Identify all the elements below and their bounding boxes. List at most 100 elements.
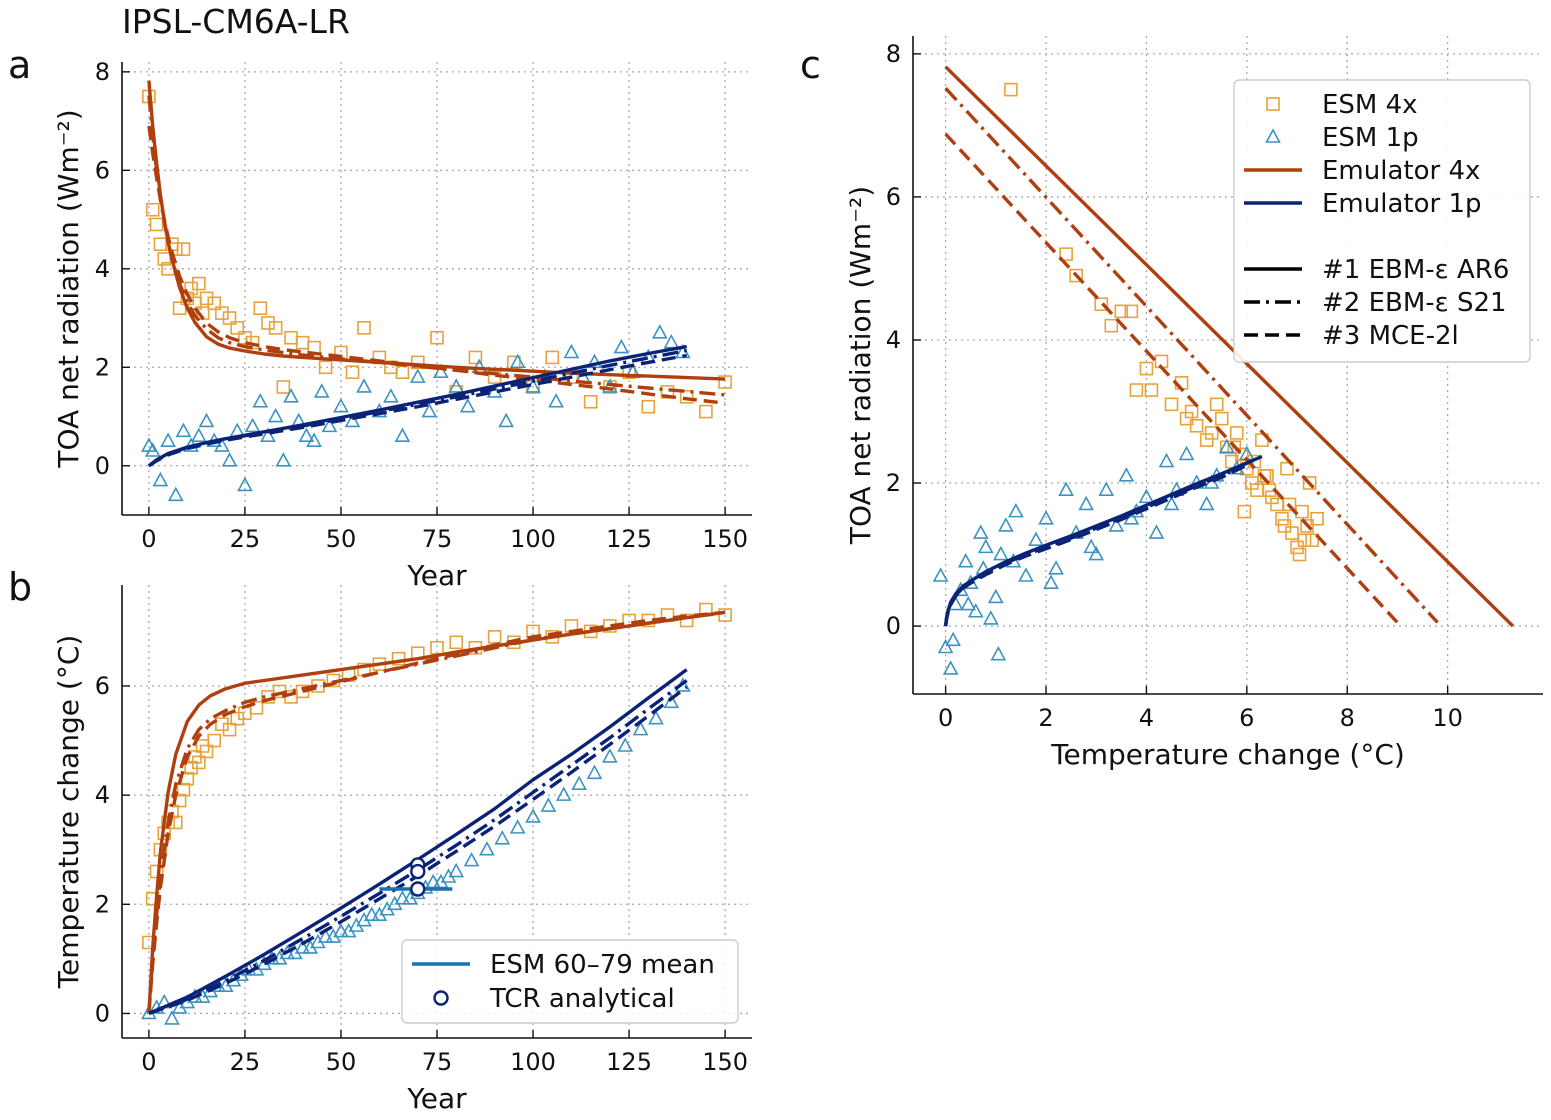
x-tick-label: 50	[326, 1048, 357, 1076]
esm-1p-point	[298, 427, 315, 443]
esm-1p-point	[1048, 560, 1064, 575]
y-tick-label: 4	[95, 781, 110, 809]
esm-4x-point	[192, 276, 206, 291]
esm-4x-point	[1004, 82, 1018, 97]
esm-1p-point	[987, 588, 1004, 604]
x-tick-label: 25	[230, 525, 261, 553]
emulator-line	[147, 353, 688, 468]
legend-label-tcr: TCR analytical	[489, 984, 675, 1014]
esm-4x-point	[641, 399, 656, 414]
y-tick-label: 6	[95, 672, 110, 700]
esm-4x-point	[222, 311, 237, 325]
esm-1p-point	[160, 432, 176, 447]
emulator-line	[147, 125, 726, 405]
esm-1p-point	[1198, 495, 1215, 511]
esm-1p-point	[540, 797, 557, 812]
esm-4x-point	[1245, 476, 1259, 490]
figure-title: IPSL-CM6A-LR	[122, 2, 350, 41]
esm-1p-point	[333, 922, 349, 938]
y-tick-label: 0	[886, 612, 901, 640]
esm-4x-point	[1164, 397, 1179, 412]
y-tick-label: 4	[886, 326, 901, 354]
x-tick-label: 150	[702, 525, 748, 553]
legend-label-ebm-ar6: #1 EBM-ε AR6	[1322, 255, 1509, 285]
emulator-line	[147, 610, 726, 1014]
y-tick-label: 4	[95, 255, 110, 283]
esm-4x-point	[1310, 511, 1324, 526]
x-axis-label: Year	[406, 559, 467, 592]
esm-1p-point	[563, 343, 580, 359]
esm-4x-point	[1129, 383, 1144, 397]
esm-4x-point	[1237, 504, 1252, 519]
esm-1p-point	[459, 397, 476, 413]
plot-area	[932, 65, 1515, 675]
esm-1p-point	[321, 417, 338, 433]
esm-1p-point	[479, 841, 495, 856]
esm-4x-point	[583, 394, 598, 409]
esm-4x-point	[176, 782, 191, 797]
tcr-analytical-point	[410, 881, 426, 897]
x-tick-label: 6	[1239, 704, 1254, 732]
esm-4x-point	[1214, 411, 1229, 426]
esm-1p-point	[190, 427, 207, 443]
esm-1p-point	[394, 890, 411, 905]
esm-1p-point	[1043, 574, 1059, 589]
emulator-line	[943, 464, 1247, 627]
x-tick-label: 0	[141, 525, 156, 553]
esm-1p-point	[663, 693, 680, 709]
legend-box	[401, 939, 739, 1024]
esm-4x-point	[1295, 504, 1309, 519]
esm-1p-point	[448, 378, 465, 393]
esm-4x-point	[199, 291, 214, 306]
esm-4x-point	[230, 321, 245, 335]
x-tick-label: 2	[1038, 704, 1053, 732]
x-tick-label: 0	[938, 704, 953, 732]
emulator-line	[944, 87, 1439, 624]
esm-1p-point	[494, 830, 511, 845]
esm-4x-point	[192, 755, 206, 770]
x-tick-label: 8	[1340, 704, 1355, 732]
esm-4x-point	[1139, 361, 1154, 376]
esm-1p-point	[1038, 510, 1054, 525]
esm-1p-point	[1118, 467, 1135, 482]
esm-1p-point	[942, 660, 959, 675]
esm-4x-point	[1069, 268, 1083, 283]
legend-box	[1233, 79, 1531, 363]
esm-4x-point	[207, 733, 221, 748]
y-tick-label: 6	[95, 156, 110, 184]
esm-4x-point	[1144, 383, 1159, 397]
esm-4x-point	[679, 390, 694, 404]
esm-4x-point	[1094, 297, 1109, 312]
esm-1p-point	[409, 368, 426, 383]
esm-1p-point	[967, 603, 984, 618]
esm-4x-point	[1184, 404, 1199, 419]
esm-4x-point	[1114, 304, 1129, 319]
esm-1p-point	[993, 545, 1009, 561]
esm-4x-point	[1235, 447, 1249, 462]
panel-c: 0 2 4 6 8 10 0 2 4 6 8 Temperature change (°C) TOA n…	[800, 36, 1543, 771]
y-tick-label: 2	[95, 890, 110, 918]
esm-1p-point	[214, 437, 230, 452]
esm-1p-point	[1158, 452, 1175, 468]
y-axis-label: TOA net radiation (Wm⁻²)	[844, 186, 877, 545]
esm-4x-point	[391, 651, 406, 666]
esm-4x-point	[249, 701, 264, 715]
esm-4x-point	[699, 404, 713, 419]
x-tick-label: 25	[230, 1048, 261, 1076]
esm-1p-point	[175, 422, 192, 438]
esm-1p-point	[945, 631, 962, 647]
esm-1p-point	[1148, 524, 1165, 539]
esm-1p-point	[1083, 538, 1100, 554]
esm-4x-point	[199, 744, 214, 759]
esm-4x-point	[1290, 540, 1304, 555]
esm-1p-point	[982, 610, 999, 625]
legend-swatch-esm-4x	[1266, 97, 1280, 111]
plot-area	[141, 80, 732, 502]
x-tick-label: 125	[606, 525, 652, 553]
emulator-line	[147, 610, 726, 1014]
emulator-line	[148, 679, 688, 1015]
esm-1p-point	[525, 808, 541, 823]
esm-4x-point	[1227, 440, 1242, 455]
esm-1p-point	[509, 819, 526, 834]
esm-4x-point	[1204, 426, 1219, 440]
